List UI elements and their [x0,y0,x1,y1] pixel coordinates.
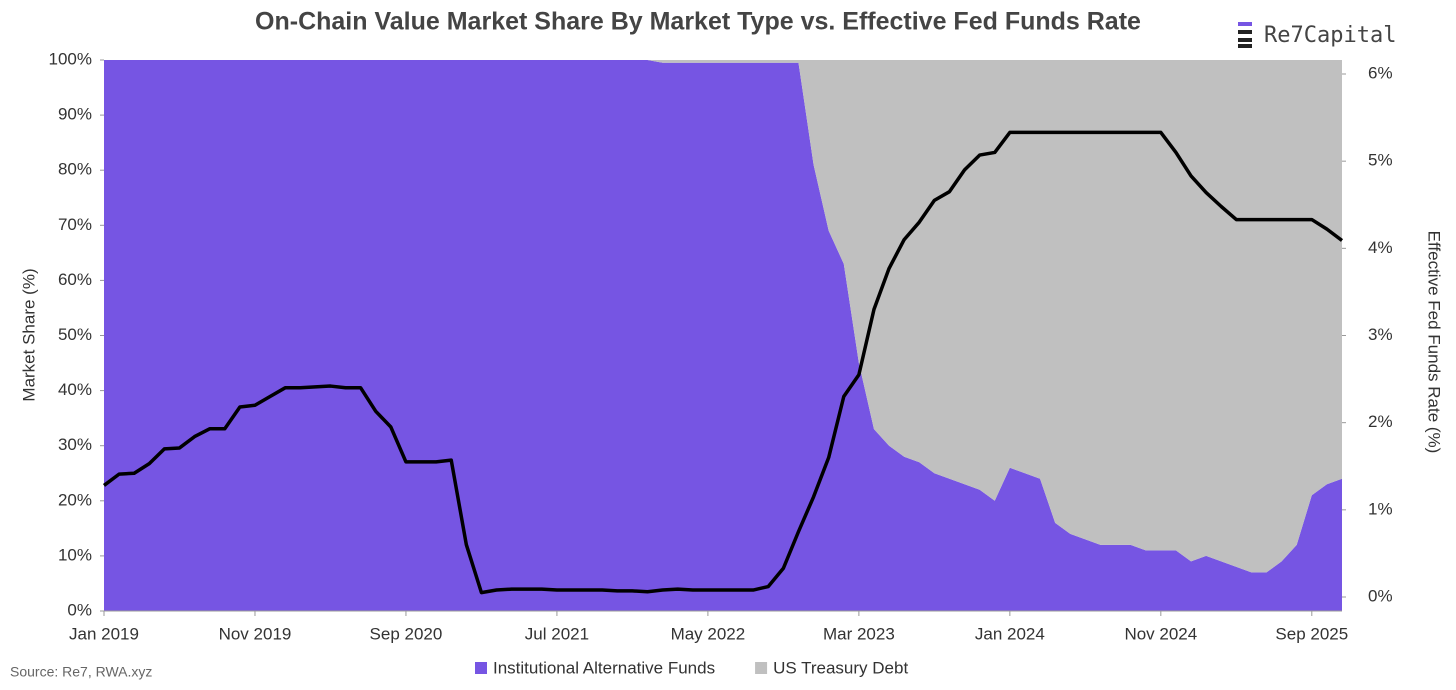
y2-tick-label: 2% [1368,412,1393,431]
x-tick-label: Jan 2019 [69,624,139,643]
x-tick-label: May 2022 [671,624,746,643]
y-tick-label: 70% [58,215,92,234]
y2-tick-label: 0% [1368,586,1393,605]
x-tick-label: Nov 2019 [219,624,292,643]
y2-tick-label: 6% [1368,63,1393,82]
y-tick-label: 100% [49,49,92,68]
y-tick-label: 0% [67,600,92,619]
y-tick-label: 40% [58,380,92,399]
legend-label: Institutional Alternative Funds [493,658,715,677]
x-tick-label: Sep 2025 [1275,624,1348,643]
y2-tick-label: 3% [1368,325,1393,344]
x-tick-label: Jan 2024 [975,624,1045,643]
y2-tick-label: 5% [1368,151,1393,170]
area [104,60,1342,611]
x-tick-label: Mar 2023 [823,624,895,643]
x-tick-label: Nov 2024 [1124,624,1197,643]
y-tick-label: 10% [58,545,92,564]
y-tick-label: 50% [58,325,92,344]
x-tick-label: Jul 2021 [525,624,589,643]
y-tick-label: 80% [58,160,92,179]
y-axis-label: Market Share (%) [19,268,38,401]
legend-swatch [755,662,768,674]
y-tick-label: 60% [58,270,92,289]
y2-tick-label: 4% [1368,238,1393,257]
logo: Re7Capital [1264,23,1396,48]
y2-tick-label: 1% [1368,499,1393,518]
chart-title: On-Chain Value Market Share By Market Ty… [255,8,1141,36]
y-tick-label: 30% [58,435,92,454]
y-tick-label: 20% [58,490,92,509]
x-tick-label: Sep 2020 [370,624,443,643]
area [104,60,1342,573]
legend-label: US Treasury Debt [773,658,908,677]
rate-line [102,130,1344,595]
logo-icon [1238,22,1252,48]
legend-swatch [475,662,487,674]
y2-axis-label: Effective Fed Funds Rate (%) [1425,231,1444,454]
y-tick-label: 90% [58,105,92,124]
source: Source: Re7, RWA.xyz [10,664,152,680]
